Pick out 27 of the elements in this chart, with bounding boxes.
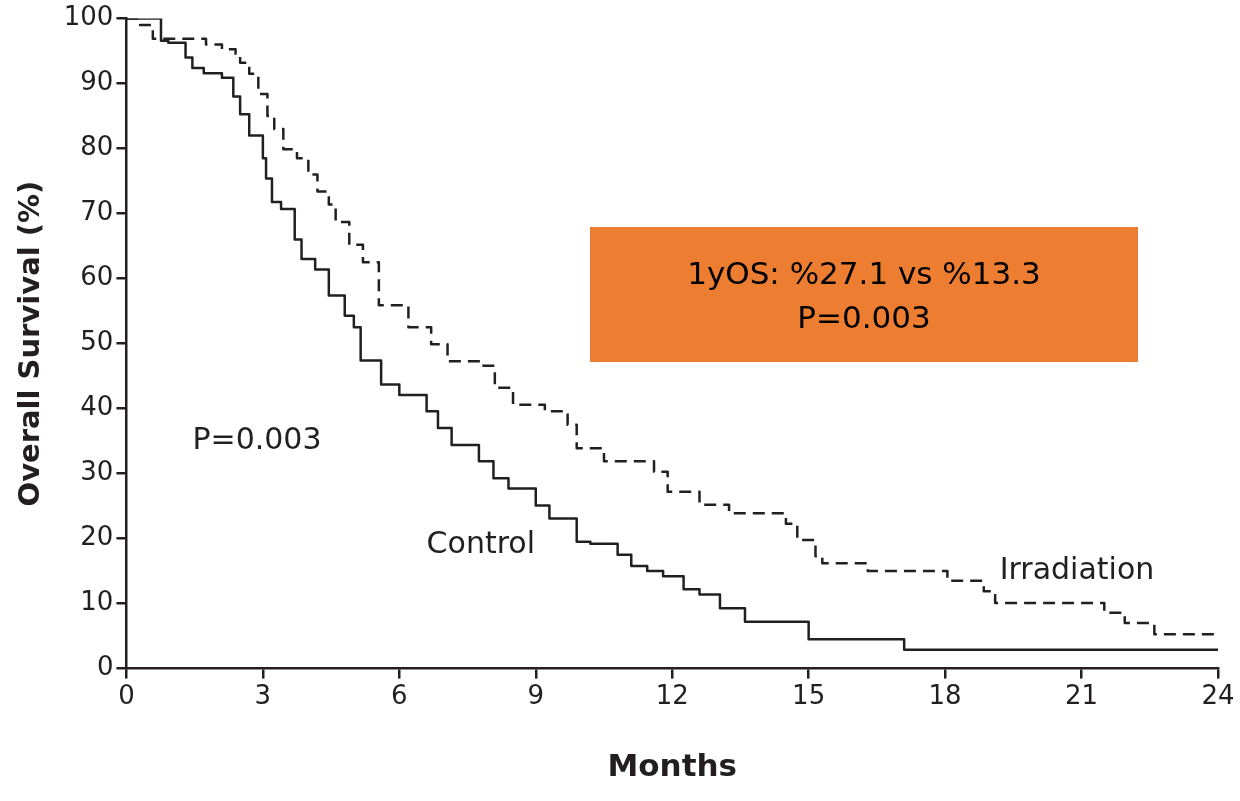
x-tick-label: 9 xyxy=(527,679,545,710)
y-tick-label: 30 xyxy=(80,456,114,487)
x-axis-title: Months xyxy=(607,747,737,784)
y-tick-label: 100 xyxy=(63,1,114,32)
x-tick-label: 12 xyxy=(655,679,689,710)
y-tick-label: 50 xyxy=(80,326,114,357)
x-tick-label: 0 xyxy=(118,679,135,710)
x-tick-label: 15 xyxy=(792,679,826,710)
y-tick-label: 80 xyxy=(80,131,114,162)
y-tick-label: 90 xyxy=(80,66,114,97)
x-tick-label: 6 xyxy=(391,679,408,710)
y-tick-label: 20 xyxy=(80,521,114,552)
x-tick-label: 24 xyxy=(1201,679,1235,710)
y-tick-label: 0 xyxy=(96,651,114,682)
series-label: Irradiation xyxy=(999,550,1155,586)
x-tick-label: 21 xyxy=(1065,679,1099,710)
y-axis-title: Overall Survival (%) xyxy=(11,180,46,507)
annotation: 1yOS: %27.1 vs %13.3 P=0.003 xyxy=(687,253,1041,337)
text-box: 1yOS: %27.1 vs %13.3 P=0.003 xyxy=(590,227,1138,362)
x-tick-label: 3 xyxy=(254,679,272,710)
y-tick-label: 60 xyxy=(80,261,114,292)
annotation: P=0.003 xyxy=(192,420,322,456)
series-label: Control xyxy=(426,524,536,560)
y-tick-label: 70 xyxy=(80,196,114,227)
y-tick-label: 40 xyxy=(80,391,114,422)
y-tick-label: 10 xyxy=(80,586,114,617)
x-tick-label: 18 xyxy=(928,679,962,710)
